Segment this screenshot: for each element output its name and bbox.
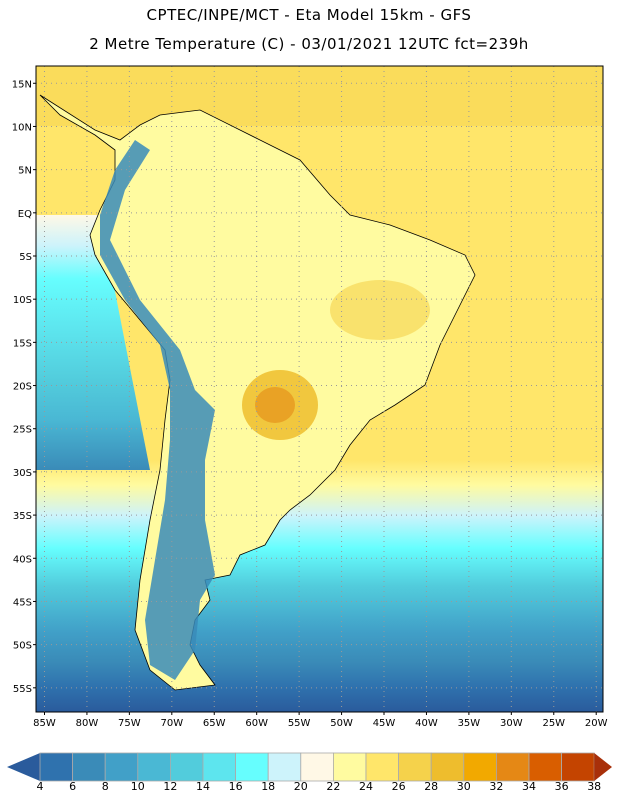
lat-tick-label: 20S: [13, 382, 32, 393]
colorbar-swatch: [365, 752, 399, 782]
lat-tick-label: 50S: [13, 641, 32, 652]
colorbar-swatch: [202, 752, 236, 782]
colorbar-swatch: [332, 752, 367, 782]
colorbar-label: 38: [587, 780, 602, 793]
colorbar-label: 6: [69, 780, 77, 793]
colorbar-label: 32: [489, 780, 504, 793]
lat-tick-label: 15N: [12, 79, 32, 90]
colorbar-label: 30: [456, 780, 471, 793]
colorbar-label: 12: [163, 780, 178, 793]
lat-tick-label: 40S: [13, 554, 32, 565]
colorbar-swatch: [463, 752, 497, 782]
lon-tick-label: 55W: [288, 718, 311, 729]
hot-spot-core: [255, 387, 295, 423]
colorbar-swatch: [561, 752, 595, 782]
lon-tick-label: 30W: [500, 718, 523, 729]
colorbar-high-arrow: [594, 753, 612, 781]
colorbar-label: 4: [36, 780, 44, 793]
colorbar-swatch: [104, 752, 139, 782]
colorbar-swatch: [528, 752, 562, 782]
map-frame: [35, 65, 604, 713]
colorbar-label: 24: [359, 780, 373, 793]
lat-tick-label: 30S: [13, 468, 32, 479]
lat-tick-label: 10N: [12, 122, 32, 133]
lon-tick-label: 70W: [160, 718, 183, 729]
lon-tick-label: 40W: [415, 718, 438, 729]
lat-tick-label: 25S: [13, 425, 32, 436]
lat-tick-label: 5S: [19, 252, 32, 263]
pacific-field: [36, 215, 150, 470]
lat-tick-label: 35S: [13, 511, 32, 522]
lon-tick-label: 80W: [76, 718, 99, 729]
lon-tick-label: 25W: [542, 718, 565, 729]
lon-axis: 85W 80W 75W 70W 65W 60W 55W 50W 45W 40W 35W 30W 25W 2…: [33, 712, 608, 729]
lat-tick-label: EQ: [18, 209, 32, 220]
colorbar-swatch: [267, 752, 302, 782]
andes-cold-strip: [100, 140, 215, 680]
colorbar: [7, 752, 612, 782]
lat-tick-label: 5N: [18, 166, 32, 177]
colorbar-label: 28: [424, 780, 439, 793]
colorbar-label: 20: [293, 780, 308, 793]
lon-tick-label: 60W: [245, 718, 268, 729]
colorbar-swatch: [300, 752, 334, 782]
colorbar-label: 36: [554, 780, 569, 793]
colorbar-swatch: [169, 752, 204, 782]
colorbar-swatch: [495, 752, 530, 782]
chart-subtitle: 2 Metre Temperature (C) - 03/01/2021 12U…: [89, 35, 529, 53]
warm-interior: [330, 280, 430, 340]
colorbar-label: 34: [522, 780, 536, 793]
colorbar-label: 16: [228, 780, 243, 793]
lat-tick-label: 55S: [13, 684, 32, 695]
colorbar-label: 22: [326, 780, 341, 793]
lon-tick-label: 85W: [33, 718, 56, 729]
north-warm-band: [36, 66, 603, 126]
colorbar-swatch: [137, 752, 171, 782]
colorbar-swatch: [39, 752, 73, 782]
lat-tick-label: 15S: [13, 338, 32, 349]
lon-tick-label: 20W: [585, 718, 608, 729]
lon-tick-label: 35W: [458, 718, 481, 729]
lon-tick-label: 50W: [330, 718, 353, 729]
colorbar-swatch: [72, 752, 106, 782]
colorbar-swatch: [235, 752, 269, 782]
lon-tick-label: 75W: [118, 718, 141, 729]
colorbar-swatch: [430, 752, 465, 782]
colorbar-label: 18: [261, 780, 276, 793]
lat-tick-label: 10S: [13, 295, 32, 306]
colorbar-label: 10: [130, 780, 145, 793]
lon-tick-label: 65W: [203, 718, 226, 729]
chart-title: CPTEC/INPE/MCT - Eta Model 15km - GFS: [146, 6, 472, 24]
colorbar-label: 26: [391, 780, 406, 793]
lat-tick-label: 45S: [13, 597, 32, 608]
south-atlantic-field: [36, 460, 603, 712]
colorbar-swatch: [398, 752, 432, 782]
lon-tick-label: 45W: [373, 718, 396, 729]
colorbar-low-arrow: [7, 753, 40, 781]
lat-axis: 15N 10N 5N EQ 5S 10S 15S 20S 25S 30S 35S 40S 45S 50S 5…: [12, 79, 36, 695]
colorbar-label: 14: [196, 780, 210, 793]
colorbar-label: 8: [101, 780, 109, 793]
